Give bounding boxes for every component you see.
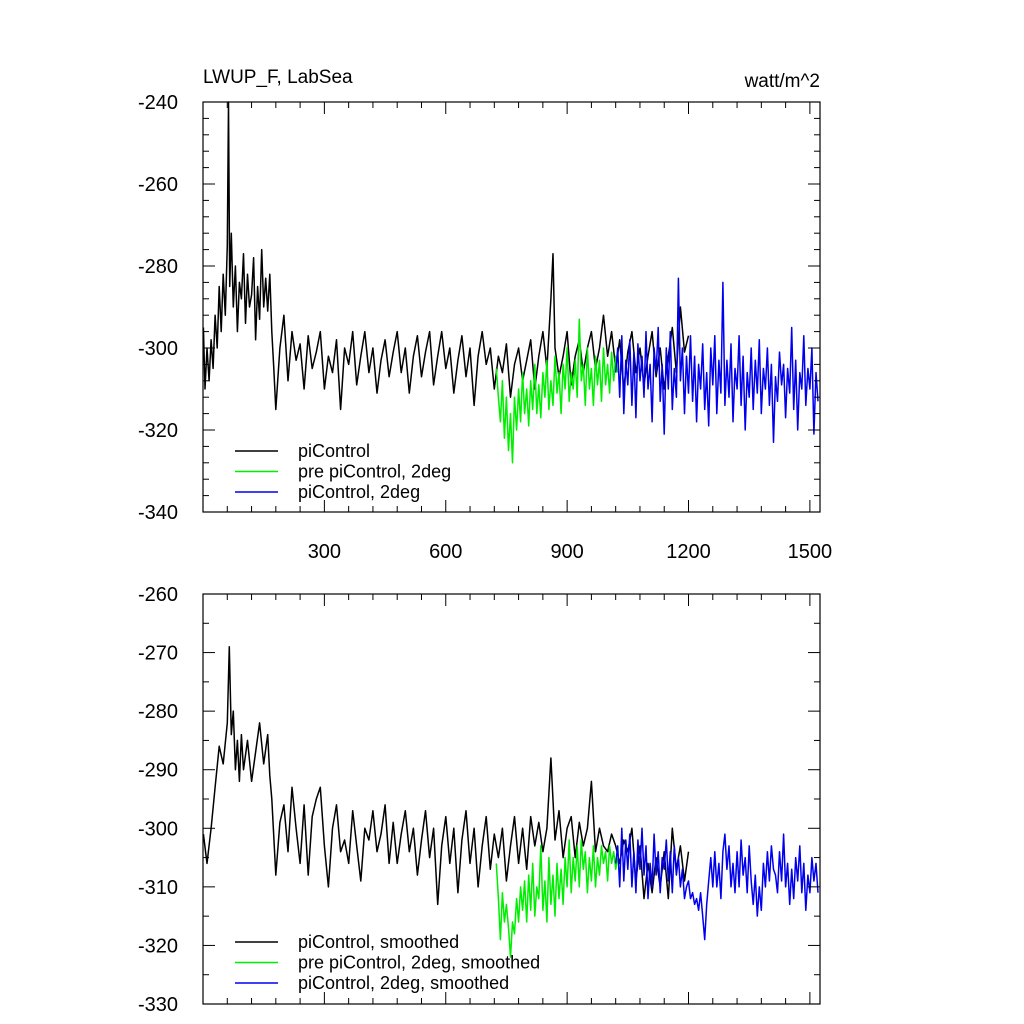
y-tick-label: -270 (138, 643, 178, 665)
y-tick-label: -260 (138, 584, 178, 606)
bottom-series-layer (202, 645, 819, 958)
series-line-1-0 (202, 645, 690, 906)
y-tick-label: -310 (138, 877, 178, 899)
series-line-1-1 (495, 839, 619, 958)
x-tick-label: 900 (550, 541, 583, 563)
legend-label: pre piControl, 2deg, smoothed (298, 953, 540, 973)
x-tick-label: 600 (429, 541, 462, 563)
series-line-1-2 (614, 827, 819, 941)
series-line-0-0 (202, 101, 690, 411)
y-tick-label: -240 (138, 92, 178, 114)
bottom-plot-frame (202, 593, 821, 1005)
top-chart-title: LWUP_F, LabSea (203, 67, 353, 88)
legend-label: piControl, smoothed (298, 932, 459, 952)
top-series-layer (202, 101, 819, 464)
legend-label: piControl, 2deg (298, 482, 420, 502)
top-plot-frame (202, 101, 821, 513)
y-tick-label: -290 (138, 760, 178, 782)
series-line-0-2 (614, 277, 819, 444)
bottom-panel: -330 -320 -310 -300 -290 -280 -270 -260 piContr… (138, 584, 821, 1016)
bottom-tick-layer: -330 -320 -310 -300 -290 -280 -270 -260 (138, 584, 820, 1016)
x-tick-label: 300 (308, 541, 341, 563)
top-chart-units: watt/m^2 (744, 71, 820, 92)
x-tick-label: 1500 (788, 541, 833, 563)
y-tick-label: -280 (138, 701, 178, 723)
y-tick-label: -330 (138, 994, 178, 1016)
y-tick-label: -300 (138, 818, 178, 840)
y-tick-label: -320 (138, 420, 178, 442)
top-panel: LWUP_F, LabSea watt/m^2 -340 -320 -300 -280… (138, 67, 832, 563)
legend-label: pre piControl, 2deg (298, 462, 451, 482)
y-tick-label: -300 (138, 338, 178, 360)
legend-label: piControl, 2deg, smoothed (298, 973, 509, 993)
series-line-0-1 (495, 318, 619, 464)
y-tick-label: -340 (138, 502, 178, 524)
y-tick-label: -280 (138, 256, 178, 278)
y-tick-label: -320 (138, 935, 178, 957)
x-tick-label: 1200 (666, 541, 711, 563)
legend-label: piControl (298, 441, 370, 461)
top-tick-layer: -340 -320 -300 -280 -260 -240 300 600 900 1200 150… (138, 92, 832, 563)
y-tick-label: -260 (138, 174, 178, 196)
